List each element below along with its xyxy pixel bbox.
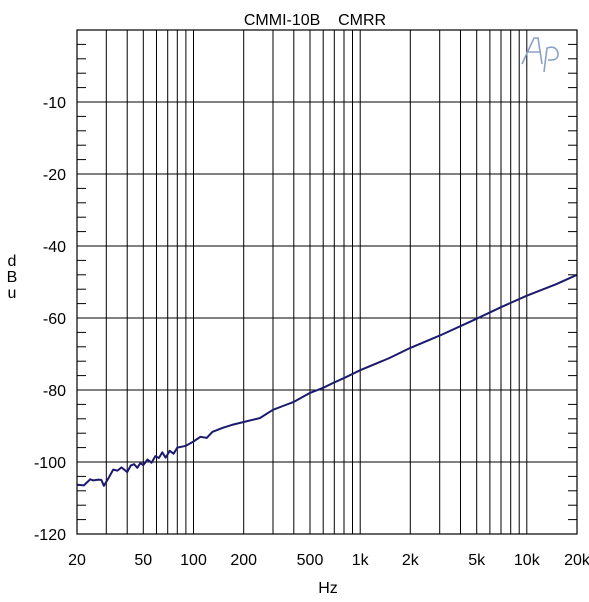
plot-frame [76, 29, 578, 535]
cmrr-series-line [76, 273, 578, 487]
y-tick-label: -20 [43, 167, 66, 184]
x-tick-label: 200 [230, 552, 257, 569]
y-tick-label: -10 [43, 95, 66, 112]
ap-logo [521, 37, 559, 73]
chart-title: CMMI-10B CMRR [244, 12, 386, 29]
y-tick-label: -80 [43, 383, 66, 400]
x-tick-label: 2k [402, 552, 420, 569]
y-tick-label: -100 [34, 455, 66, 472]
y-tick-label: -40 [43, 239, 66, 256]
y-tick-labels: -10 -20 -40 -60 -80 -100 -120 [34, 95, 66, 544]
x-tick-label: 50 [134, 552, 152, 569]
y-tick-label: -60 [43, 311, 66, 328]
x-tick-label: 500 [297, 552, 324, 569]
x-tick-label: 20k [564, 552, 589, 569]
x-tick-labels: 20 50 100 200 500 1k 2k 5k 10k 20k [68, 552, 589, 569]
x-tick-label: 1k [352, 552, 370, 569]
grid [77, 29, 577, 535]
y-tick-label: -120 [34, 527, 66, 544]
x-tick-label: 100 [180, 552, 207, 569]
x-tick-label: 10k [514, 552, 541, 569]
x-axis-label: Hz [318, 580, 338, 597]
x-tick-label: 20 [68, 552, 86, 569]
x-tick-label: 5k [468, 552, 486, 569]
